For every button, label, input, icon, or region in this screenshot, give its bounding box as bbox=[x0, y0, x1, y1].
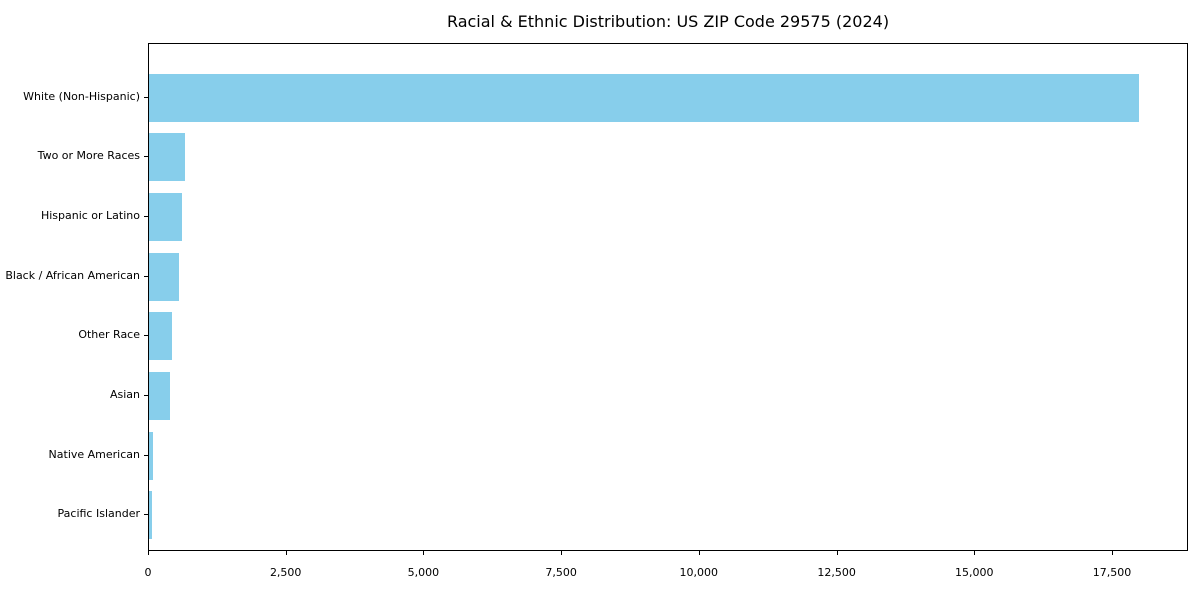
y-tick-label-other-race: Other Race bbox=[78, 328, 140, 342]
x-tick-label-12-500: 12,500 bbox=[817, 566, 856, 579]
y-tick-mark bbox=[144, 156, 148, 158]
bar-pacific-islander bbox=[149, 491, 153, 540]
bar-black-african-american bbox=[149, 252, 180, 301]
bar-two-or-more-races bbox=[149, 133, 185, 182]
y-tick-mark bbox=[144, 275, 148, 277]
y-tick-mark bbox=[144, 96, 148, 98]
x-tick-mark bbox=[285, 551, 287, 555]
y-tick-label-asian: Asian bbox=[109, 388, 140, 402]
y-tick-mark bbox=[144, 395, 148, 397]
chart-title: Racial & Ethnic Distribution: US ZIP Cod… bbox=[446, 12, 890, 31]
x-tick-mark bbox=[698, 551, 700, 555]
bar-hispanic-or-latino bbox=[149, 192, 183, 241]
y-tick-label-white-non-hispanic: White (Non-Hispanic) bbox=[23, 89, 140, 103]
x-tick-label-15-000: 15,000 bbox=[955, 566, 994, 579]
y-tick-mark bbox=[144, 215, 148, 217]
y-tick-mark bbox=[144, 335, 148, 337]
x-tick-label-17-500: 17,500 bbox=[1092, 566, 1132, 579]
y-tick-label-black-african-american: Black / African American bbox=[5, 268, 140, 282]
y-tick-label-two-or-more-races: Two or More Races bbox=[37, 149, 140, 163]
y-tick-label-hispanic-or-latino: Hispanic or Latino bbox=[40, 208, 140, 222]
x-tick-label-5-000: 5,000 bbox=[407, 566, 440, 579]
x-tick-mark bbox=[974, 551, 976, 555]
bar-asian bbox=[149, 372, 170, 421]
y-tick-mark bbox=[144, 514, 148, 516]
bar-native-american bbox=[149, 431, 153, 480]
x-tick-mark bbox=[561, 551, 563, 555]
y-tick-label-native-american: Native American bbox=[48, 447, 140, 461]
x-tick-label-2-500: 2,500 bbox=[269, 566, 302, 579]
x-tick-label-10-000: 10,000 bbox=[679, 566, 719, 579]
x-tick-label-0: 0 bbox=[144, 566, 152, 579]
x-tick-mark bbox=[1112, 551, 1113, 555]
x-tick-mark bbox=[423, 551, 425, 555]
x-tick-mark bbox=[148, 551, 149, 555]
x-tick-mark bbox=[836, 551, 838, 555]
plot-area bbox=[148, 43, 1188, 551]
y-tick-label-pacific-islander: Pacific Islander bbox=[57, 507, 140, 521]
bar-white-non-hispanic bbox=[149, 73, 1140, 122]
y-tick-mark bbox=[144, 454, 148, 456]
bar-other-race bbox=[149, 312, 172, 361]
x-tick-label-7-500: 7,500 bbox=[545, 566, 577, 579]
